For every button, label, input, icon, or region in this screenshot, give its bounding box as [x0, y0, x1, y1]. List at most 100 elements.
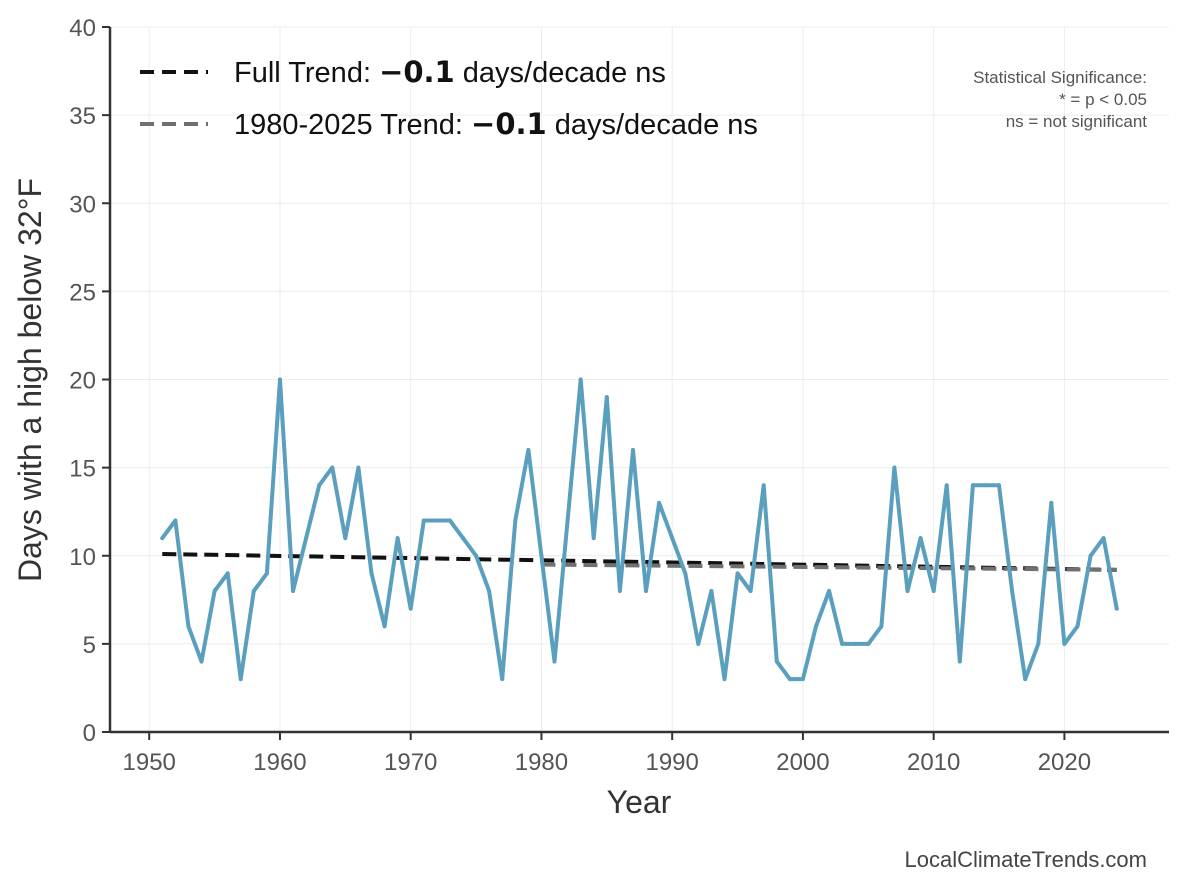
data-point [735, 571, 740, 576]
data-point [1023, 677, 1028, 682]
data-point [356, 465, 361, 470]
data-point [369, 571, 374, 576]
data-point [1075, 624, 1080, 629]
data-point [905, 589, 910, 593]
data-point [199, 659, 204, 664]
y-axis-ticks: 0 5 10 15 20 25 30 35 40 [69, 15, 110, 747]
watermark: LocalClimateTrends.com [905, 847, 1148, 872]
data-point [748, 589, 753, 593]
x-tick-label: 1960 [253, 749, 306, 776]
y-tick-label: 15 [69, 456, 96, 483]
data-point [814, 624, 818, 629]
data-point [291, 589, 296, 593]
data-point [918, 536, 923, 541]
data-point [683, 571, 688, 576]
x-tick-label: 2010 [907, 749, 960, 776]
legend-full-trend-value: −0.1 [379, 55, 455, 89]
data-point [892, 465, 897, 470]
data-point [827, 589, 832, 593]
significance-title: Statistical Significance: [973, 68, 1147, 87]
data-point [997, 483, 1002, 488]
data-point [591, 536, 596, 541]
data-point [552, 659, 557, 664]
data-point [487, 589, 492, 593]
data-point [696, 641, 701, 646]
data-point [1101, 536, 1106, 541]
data-point [657, 500, 662, 505]
legend-recent-trend-value: −0.1 [471, 107, 547, 141]
legend-recent-trend-label: 1980-2025 Trend: −0.1 days/decade ns [234, 107, 758, 141]
data-point [343, 536, 348, 541]
data-point [264, 571, 269, 576]
x-axis-ticks: 1950 1960 1970 1980 1990 2000 2010 2020 [123, 732, 1091, 776]
data-point [421, 518, 426, 523]
data-point [395, 536, 400, 541]
data-point [539, 553, 544, 558]
y-tick-label: 35 [69, 103, 96, 130]
y-tick-label: 30 [69, 191, 96, 218]
data-point [630, 448, 635, 452]
data-point [461, 536, 465, 541]
data-point [879, 624, 884, 629]
full-trend-line [162, 551, 1117, 572]
x-tick-label: 1950 [123, 749, 176, 776]
y-tick-label: 25 [69, 279, 96, 306]
y-tick-label: 0 [83, 720, 96, 747]
significance-ns: ns = not significant [1006, 112, 1148, 131]
data-point [1088, 553, 1093, 558]
legend-recent-trend-suffix: days/decade ns [547, 109, 758, 141]
data-point [761, 483, 766, 488]
legend-full-trend-suffix: days/decade ns [455, 57, 666, 89]
x-tick-label: 1980 [515, 749, 568, 776]
y-tick-label: 10 [69, 544, 96, 571]
data-point [447, 518, 452, 523]
significance-p-value: * = p < 0.05 [1059, 90, 1147, 109]
data-point [644, 589, 649, 593]
x-tick-label: 2020 [1038, 749, 1091, 776]
data-point [565, 518, 570, 523]
trend-lines [162, 551, 1117, 572]
data-point [970, 483, 975, 488]
data-point [1062, 641, 1067, 646]
data-point [513, 518, 518, 523]
data-point [866, 641, 871, 646]
data-point [186, 624, 191, 629]
data-point [238, 677, 243, 682]
data-point [1036, 641, 1041, 646]
x-tick-label: 1970 [384, 749, 437, 776]
data-point [382, 624, 387, 629]
data-point [173, 518, 178, 523]
data-point [1049, 500, 1054, 505]
data-point [1114, 606, 1119, 611]
data-point [722, 677, 727, 682]
legend-recent-trend-name: 1980-2025 Trend: [234, 109, 471, 141]
data-point [304, 536, 309, 541]
data-point [474, 553, 479, 558]
x-axis-label: Year [607, 784, 672, 820]
data-point [604, 395, 609, 400]
y-tick-label: 5 [83, 632, 96, 659]
data-point [670, 536, 675, 541]
x-tick-label: 2000 [776, 749, 829, 776]
data-point [526, 448, 531, 452]
data-line [160, 377, 1119, 682]
y-tick-label: 20 [69, 368, 96, 395]
data-point [434, 518, 439, 523]
y-tick-label: 40 [69, 15, 96, 42]
data-point [277, 377, 282, 382]
data-series [160, 377, 1119, 682]
data-point [500, 677, 505, 682]
legend: Full Trend: −0.1 days/decade ns 1980-202… [140, 55, 758, 141]
data-point [251, 589, 256, 593]
gridlines [110, 26, 1169, 732]
data-point [944, 483, 949, 488]
data-point [578, 377, 583, 382]
legend-full-trend-name: Full Trend: [234, 57, 379, 89]
data-point [931, 589, 936, 593]
data-point [160, 536, 165, 541]
y-axis-label: Days with a high below 32°F [12, 178, 48, 582]
data-point [330, 465, 335, 470]
data-point [709, 589, 714, 593]
